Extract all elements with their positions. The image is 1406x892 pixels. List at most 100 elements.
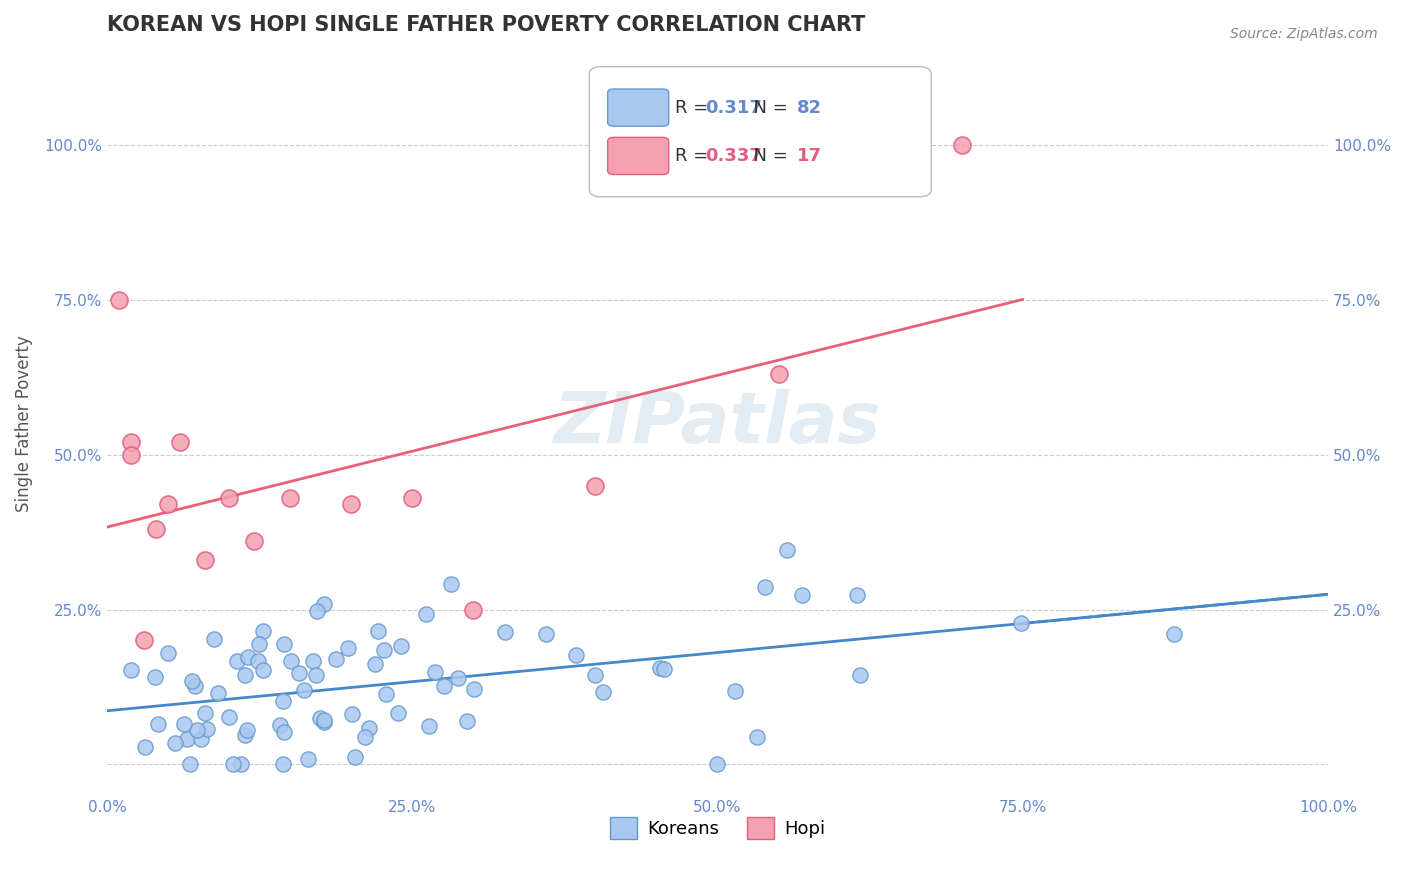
Koreans xyxy=(235,668,257,682)
Koreans xyxy=(222,757,245,772)
Koreans xyxy=(364,657,387,671)
Koreans xyxy=(179,757,201,772)
Text: 82: 82 xyxy=(797,99,823,117)
Text: 0.337: 0.337 xyxy=(706,147,762,165)
Koreans xyxy=(565,648,588,662)
Hopi xyxy=(340,497,363,511)
Hopi xyxy=(242,534,264,549)
Koreans xyxy=(415,607,437,621)
Hopi xyxy=(108,293,131,307)
Koreans xyxy=(314,597,336,611)
Koreans xyxy=(156,646,179,660)
Hopi xyxy=(157,497,180,511)
Koreans xyxy=(357,721,380,735)
Koreans xyxy=(207,686,229,700)
Koreans xyxy=(440,577,463,591)
Koreans xyxy=(163,736,186,750)
Koreans xyxy=(307,604,329,618)
Koreans xyxy=(280,654,302,668)
Text: R =: R = xyxy=(675,147,714,165)
Koreans xyxy=(433,679,456,693)
Koreans xyxy=(233,728,256,742)
Text: ZIPatlas: ZIPatlas xyxy=(554,389,882,458)
Text: Source: ZipAtlas.com: Source: ZipAtlas.com xyxy=(1230,27,1378,41)
Hopi xyxy=(583,478,606,492)
Koreans xyxy=(706,757,728,772)
Koreans xyxy=(236,723,259,737)
Koreans xyxy=(146,717,169,731)
Koreans xyxy=(173,717,195,731)
Hopi xyxy=(132,633,155,648)
Text: N =: N = xyxy=(742,99,793,117)
Koreans xyxy=(273,724,295,739)
Hopi xyxy=(194,553,217,567)
Hopi xyxy=(278,491,301,505)
Koreans xyxy=(269,717,291,731)
Koreans xyxy=(195,722,218,736)
Koreans xyxy=(583,668,606,682)
Koreans xyxy=(314,715,336,730)
Koreans xyxy=(754,580,776,594)
Koreans xyxy=(194,706,217,720)
Koreans xyxy=(184,679,207,693)
Koreans xyxy=(367,624,389,638)
Koreans xyxy=(534,627,557,641)
Koreans xyxy=(292,682,315,697)
Koreans xyxy=(218,710,240,724)
Koreans xyxy=(494,624,516,639)
Koreans xyxy=(463,682,485,697)
Koreans xyxy=(134,739,156,754)
Koreans xyxy=(849,667,872,681)
Koreans xyxy=(648,661,671,675)
Koreans xyxy=(190,731,212,746)
Koreans xyxy=(186,723,208,738)
Hopi xyxy=(768,367,790,381)
Koreans xyxy=(176,732,198,747)
Koreans xyxy=(418,718,440,732)
Text: R =: R = xyxy=(675,99,714,117)
Koreans xyxy=(304,668,326,682)
Koreans xyxy=(252,624,274,638)
Koreans xyxy=(373,643,395,657)
Koreans xyxy=(423,665,446,679)
Text: KOREAN VS HOPI SINGLE FATHER POVERTY CORRELATION CHART: KOREAN VS HOPI SINGLE FATHER POVERTY COR… xyxy=(107,15,865,35)
Hopi xyxy=(950,137,973,152)
Koreans xyxy=(226,654,249,668)
Koreans xyxy=(343,749,366,764)
Koreans xyxy=(302,654,325,668)
Koreans xyxy=(846,588,869,602)
Hopi xyxy=(145,522,167,536)
Text: N =: N = xyxy=(742,147,793,165)
Koreans xyxy=(456,714,478,729)
Koreans xyxy=(592,685,614,699)
Koreans xyxy=(387,706,409,720)
Koreans xyxy=(273,637,295,651)
Koreans xyxy=(389,640,412,654)
Koreans xyxy=(180,674,202,689)
Koreans xyxy=(447,671,470,685)
Koreans xyxy=(336,640,359,655)
Koreans xyxy=(252,663,274,677)
Koreans xyxy=(202,632,225,647)
FancyBboxPatch shape xyxy=(607,89,669,126)
Text: 0.317: 0.317 xyxy=(706,99,762,117)
Koreans xyxy=(308,711,330,725)
Koreans xyxy=(314,713,336,727)
Koreans xyxy=(297,752,319,766)
FancyBboxPatch shape xyxy=(589,67,931,197)
Hopi xyxy=(120,435,142,450)
Koreans xyxy=(120,663,142,677)
Koreans xyxy=(271,757,294,772)
Koreans xyxy=(1010,615,1032,630)
Koreans xyxy=(724,683,747,698)
Koreans xyxy=(229,757,252,772)
FancyBboxPatch shape xyxy=(607,137,669,175)
Koreans xyxy=(745,730,768,744)
Koreans xyxy=(1163,627,1185,641)
Hopi xyxy=(463,602,485,616)
Koreans xyxy=(288,665,311,680)
Hopi xyxy=(218,491,240,505)
Koreans xyxy=(775,543,797,558)
Hopi xyxy=(120,448,142,462)
Koreans xyxy=(236,649,259,664)
